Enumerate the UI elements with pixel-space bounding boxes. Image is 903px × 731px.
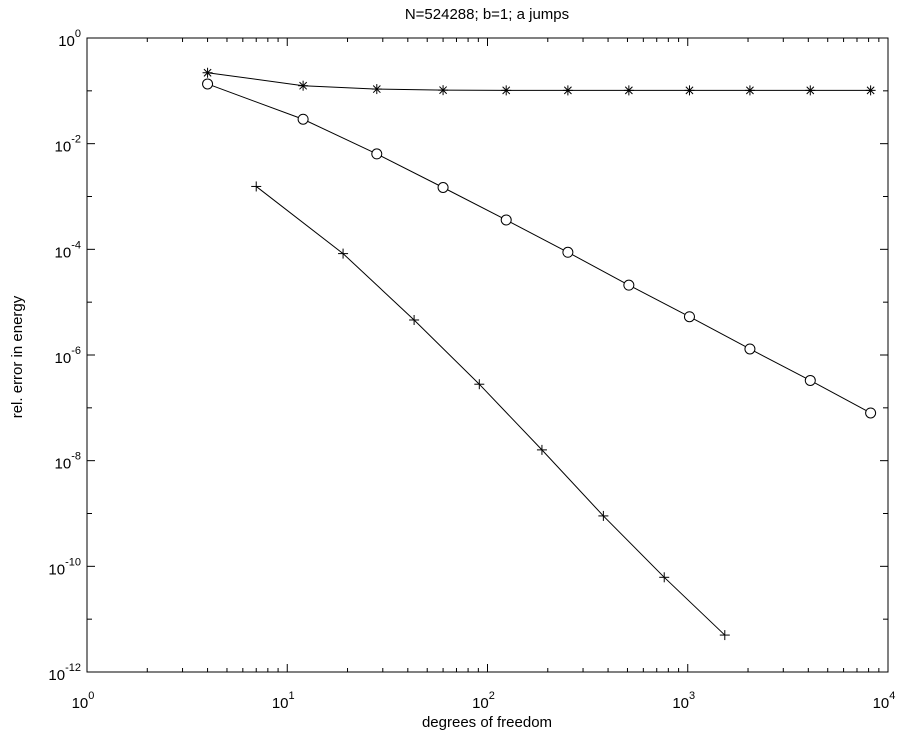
- y-tick-label: 10-12: [48, 662, 81, 684]
- y-tick-label: 10-8: [55, 451, 81, 473]
- y-tick-label: 10-4: [55, 239, 81, 261]
- data-point-asterisk: [202, 67, 213, 78]
- data-point-asterisk: [805, 85, 816, 96]
- series-line-plus: [255, 186, 726, 636]
- plot-area: 100 101 102 103 104 100 10-2 10-4 10-6 10-8 10-10 1…: [48, 28, 895, 712]
- y-tick-label: 100: [58, 28, 81, 50]
- data-point-asterisk: [438, 85, 449, 96]
- y-tick-label: 10-10: [48, 556, 81, 578]
- data-point-circle: [562, 246, 574, 258]
- data-point-circle: [297, 113, 309, 125]
- data-point-plus: [598, 510, 609, 521]
- data-point-plus: [251, 181, 262, 192]
- data-point-circle: [865, 407, 877, 419]
- data-point-plus: [536, 444, 547, 455]
- x-axis-label: degrees of freedom: [422, 714, 552, 731]
- data-point-asterisk: [744, 85, 755, 96]
- data-point-asterisk: [865, 85, 876, 96]
- data-point-plus: [474, 379, 485, 390]
- data-point-circle: [804, 374, 816, 386]
- data-point-circle: [437, 182, 449, 194]
- data-point-asterisk: [501, 85, 512, 96]
- data-point-asterisk: [371, 84, 382, 95]
- y-tick-label: 10-2: [55, 134, 81, 156]
- data-point-circle: [500, 214, 512, 226]
- data-point-plus: [659, 572, 670, 583]
- data-point-asterisk: [623, 85, 634, 96]
- chart-title: N=524288; b=1; a jumps: [405, 6, 569, 23]
- data-point-circle: [202, 78, 214, 90]
- series-line-asterisk: [207, 72, 871, 91]
- x-tick-label: 103: [672, 690, 695, 712]
- series-line-circle: [207, 83, 871, 414]
- x-tick-label: 101: [272, 690, 295, 712]
- data-point-circle: [744, 343, 756, 355]
- data-point-circle: [371, 148, 383, 160]
- data-point-asterisk: [298, 80, 309, 91]
- data-point-plus: [719, 630, 730, 641]
- data-point-plus: [338, 248, 349, 259]
- y-tick-label: 10-6: [55, 345, 81, 367]
- data-point-circle: [683, 311, 695, 323]
- plot-frame: [86, 37, 889, 673]
- x-tick-label: 102: [472, 690, 495, 712]
- data-point-asterisk: [684, 85, 695, 96]
- x-tick-label: 104: [873, 690, 896, 712]
- x-tick-label: 100: [72, 690, 95, 712]
- y-axis-label: rel. error in energy: [9, 295, 26, 418]
- data-point-asterisk: [562, 85, 573, 96]
- data-point-plus: [409, 314, 420, 325]
- data-point-circle: [623, 279, 635, 291]
